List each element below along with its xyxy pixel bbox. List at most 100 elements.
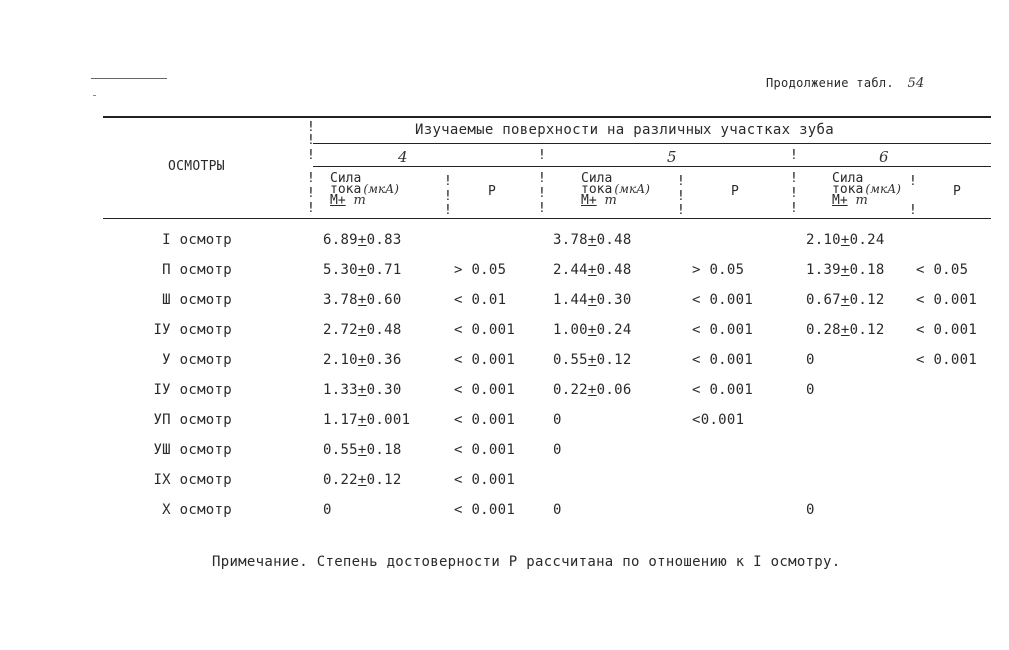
sep-mark: !	[444, 203, 452, 218]
current-4: 0.22+0.12	[323, 472, 402, 488]
col-label-osmotry: ОСМОТРЫ	[168, 159, 225, 174]
sep-mark: !	[307, 186, 315, 201]
current-6: 0	[806, 502, 815, 518]
row-label: IX осмотр	[153, 472, 232, 488]
subheader-current-4: Сила тока (мкА) M+ m	[330, 171, 399, 208]
p-4: < 0.001	[454, 472, 516, 488]
row-label: УШ осмотр	[153, 442, 232, 458]
subheader-p-4: P	[488, 184, 497, 199]
sep-mark: !	[307, 120, 315, 135]
current-6: 1.39+0.18	[806, 262, 885, 278]
sep-mark: !	[538, 186, 546, 201]
section-4: 4	[398, 148, 408, 166]
sep-mark: !	[790, 148, 798, 163]
sub-m-small: m	[353, 193, 366, 208]
continuation-header: Продолжение табл. 54	[766, 76, 925, 91]
row-label: I осмотр	[162, 232, 232, 248]
subheader-p-5: P	[731, 184, 740, 199]
current-4: 3.78+0.60	[323, 292, 402, 308]
p-4: < 0.001	[454, 502, 516, 518]
section-number-rule	[313, 166, 991, 167]
row-label: У осмотр	[162, 352, 232, 368]
sep-mark: !	[677, 203, 685, 218]
group-title-rule	[313, 143, 991, 144]
subheader-current-6: Сила тока (мкА) M+ m	[832, 171, 901, 208]
sep-mark: !	[307, 201, 315, 216]
p-4: < 0.01	[454, 292, 507, 308]
sep-mark: !	[790, 201, 798, 216]
current-5: 0	[553, 412, 562, 428]
sub-m-plus: M+	[581, 193, 597, 208]
sub-line1: Сила	[581, 171, 613, 186]
sep-mark: !	[538, 201, 546, 216]
p-6: < 0.05	[916, 262, 969, 278]
sub-line3: M+ m	[832, 193, 901, 208]
section-6: 6	[879, 148, 889, 166]
sub-line2-text: тока	[832, 182, 864, 197]
table-number: 54	[907, 76, 925, 91]
sep-mark: !	[307, 171, 315, 186]
current-5: 2.44+0.48	[553, 262, 632, 278]
current-4: 1.33+0.30	[323, 382, 402, 398]
p-5: < 0.001	[692, 382, 754, 398]
sub-line2: тока (мкА)	[581, 183, 650, 196]
top-left-dot	[93, 95, 96, 96]
sub-m-plus: M+	[330, 193, 346, 208]
p-6: < 0.001	[916, 352, 978, 368]
sep-mark: !	[307, 133, 315, 148]
current-6: 0	[806, 352, 815, 368]
subheader-current-5: Сила тока (мкА) M+ m	[581, 171, 650, 208]
p-6: < 0.001	[916, 322, 978, 338]
p-4: < 0.001	[454, 442, 516, 458]
p-4: > 0.05	[454, 262, 507, 278]
table-note: Примечание. Степень достоверности P расс…	[212, 554, 841, 570]
current-5: 1.44+0.30	[553, 292, 632, 308]
sep-mark: !	[909, 174, 917, 189]
current-5: 0	[553, 442, 562, 458]
sub-line2: тока (мкА)	[832, 182, 901, 197]
sep-mark: !	[790, 186, 798, 201]
sep-mark: !	[307, 148, 315, 163]
current-4: 5.30+0.71	[323, 262, 402, 278]
sep-mark: !	[444, 189, 452, 204]
sep-mark: !	[677, 174, 685, 189]
p-5: <0.001	[692, 412, 745, 428]
current-4: 2.10+0.36	[323, 352, 402, 368]
sub-line1: Сила	[330, 171, 362, 186]
sep-mark: !	[538, 171, 546, 186]
current-4: 2.72+0.48	[323, 322, 402, 338]
sub-unit: (мкА)	[865, 182, 901, 196]
p-4: < 0.001	[454, 352, 516, 368]
subheader-p-6: P	[953, 184, 962, 199]
sub-m-small: m	[604, 193, 617, 208]
top-left-rule	[91, 78, 167, 79]
row-label: УП осмотр	[153, 412, 232, 428]
p-5: < 0.001	[692, 292, 754, 308]
current-4: 0.55+0.18	[323, 442, 402, 458]
sub-line1: Сила	[832, 171, 864, 186]
current-4: 0	[323, 502, 332, 518]
p-6: < 0.001	[916, 292, 978, 308]
sub-m-plus: M+	[832, 193, 848, 208]
sep-mark: !	[909, 203, 917, 218]
current-6: 0.28+0.12	[806, 322, 885, 338]
sub-unit: (мкА)	[363, 182, 399, 196]
sub-m-small: m	[855, 193, 868, 208]
sub-line2-text: тока	[330, 182, 362, 197]
sub-line3: M+ m	[581, 193, 650, 208]
row-label: IУ осмотр	[153, 382, 232, 398]
p-4: < 0.001	[454, 382, 516, 398]
current-5: 3.78+0.48	[553, 232, 632, 248]
current-5: 0.55+0.12	[553, 352, 632, 368]
sep-mark: !	[444, 174, 452, 189]
sub-line2: тока (мкА)	[330, 182, 399, 197]
current-4: 6.89+0.83	[323, 232, 402, 248]
row-label: П осмотр	[162, 262, 232, 278]
table-top-rule	[103, 116, 991, 118]
sep-mark: !	[677, 189, 685, 204]
row-label: IУ осмотр	[153, 322, 232, 338]
p-4: < 0.001	[454, 322, 516, 338]
section-5: 5	[667, 148, 677, 166]
current-6: 2.10+0.24	[806, 232, 885, 248]
header-bottom-rule	[103, 218, 991, 219]
